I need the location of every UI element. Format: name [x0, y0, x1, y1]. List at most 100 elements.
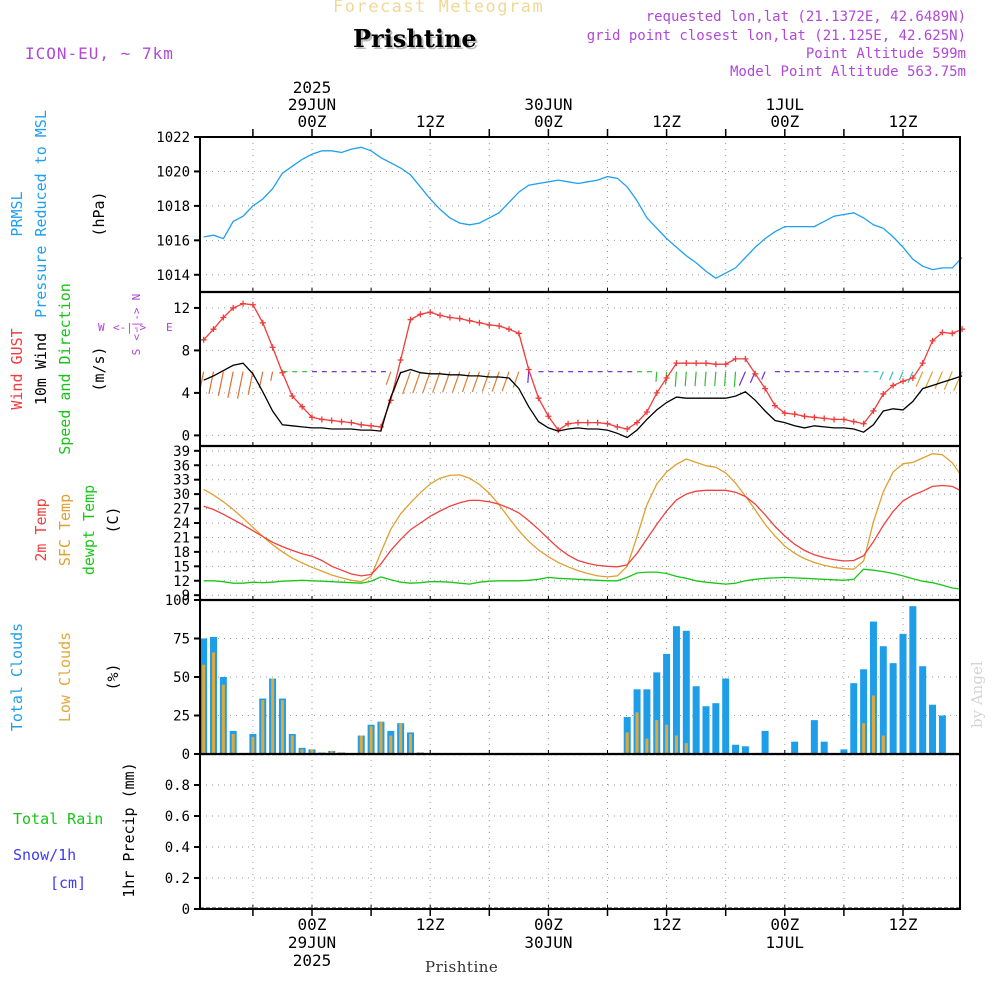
requested-coordinates: requested lon,lat (21.1372E, 42.6489N) [645, 9, 966, 25]
y-tick-label: 9 [182, 588, 190, 604]
gust-marker [240, 300, 247, 307]
top-hour-label: 00Z [298, 112, 327, 131]
total-clouds-bar [672, 626, 680, 754]
wind-direction-arrow [385, 371, 392, 385]
low-clouds-bar [369, 726, 373, 754]
total-clouds-bar [791, 741, 799, 754]
gust-marker [397, 356, 404, 363]
top-date-label: 1JUL [766, 95, 805, 114]
gust-marker [801, 413, 808, 420]
low-clouds-bar [231, 733, 235, 754]
gust-marker [417, 311, 424, 318]
gust-marker [368, 422, 375, 429]
gust-marker [358, 421, 365, 428]
total-clouds-bar [860, 669, 868, 754]
gust-marker [348, 419, 355, 426]
low-clouds-bar [221, 684, 225, 754]
gust-marker [446, 314, 453, 321]
gust-marker [821, 415, 828, 422]
wind-direction-arrow [761, 371, 766, 380]
y-tick-label: 0.8 [165, 778, 190, 794]
y-tick-label: 1014 [156, 268, 190, 284]
low-clouds-bar [330, 750, 334, 754]
gust-marker [269, 344, 276, 351]
wind-direction-arrow [879, 371, 884, 380]
gust-marker [752, 370, 759, 377]
y-tick-label: 24 [173, 516, 190, 532]
pressure-label: PRMSL [8, 191, 26, 236]
total-clouds-bar [761, 730, 769, 754]
low-clouds-bar [271, 678, 275, 754]
wind-direction-arrow [217, 371, 224, 397]
wind-direction-arrow [208, 371, 215, 395]
low-clouds-bar [280, 700, 284, 754]
gust-marker [259, 319, 266, 326]
temperature-line [203, 568, 961, 594]
gust-marker [496, 322, 503, 329]
wind-direction-arrow [258, 371, 264, 389]
temperature-line [203, 484, 961, 577]
y-tick-label: 1020 [156, 164, 190, 180]
temp-label: 2m Temp [32, 498, 50, 561]
bottom-hour-label: 00Z [534, 915, 563, 934]
gust-marker [673, 360, 680, 367]
bottom-hour-label: 12Z [652, 915, 681, 934]
model-point-altitude: Model Point Altitude 563.75m [729, 64, 966, 80]
bottom-hour-label: 00Z [770, 915, 799, 934]
low-clouds-bar [310, 749, 314, 754]
gust-marker [929, 337, 936, 344]
y-tick-label: 33 [173, 473, 190, 489]
gust-marker [486, 321, 493, 328]
precip-unit: 1hr Precip (mm) [120, 762, 138, 897]
total-clouds-bar [869, 621, 877, 754]
total-clouds-bar [919, 666, 927, 754]
model-label: ICON-EU, ~ 7km [25, 44, 174, 63]
low-clouds-bar [665, 724, 669, 754]
gust-marker [279, 369, 286, 376]
gust-marker [703, 360, 709, 367]
gust-marker [712, 361, 719, 368]
gust-marker [574, 419, 581, 426]
temperature-line [203, 453, 961, 583]
low-clouds-bar [674, 735, 678, 754]
wind-unit: (m/s) [90, 346, 108, 391]
footer-place: Prishtine [425, 958, 499, 976]
low-clouds-label: Low Clouds [56, 632, 74, 722]
total-clouds-bar [879, 646, 887, 754]
y-tick-label: 0.4 [165, 840, 190, 856]
gust-marker [949, 330, 956, 337]
low-clouds-bar [389, 735, 393, 754]
total-clouds-bar [663, 653, 671, 754]
total-clouds-bar [741, 746, 749, 754]
total-clouds-bar [810, 720, 818, 754]
gust-marker [506, 326, 512, 333]
gust-marker [742, 355, 749, 362]
gust-marker [663, 375, 670, 382]
gust-marker [318, 416, 325, 423]
total-clouds-bar [929, 704, 937, 754]
total-clouds-bar [692, 686, 700, 754]
gust-marker [525, 366, 532, 373]
gust-marker [565, 420, 572, 427]
low-clouds-bar [359, 735, 363, 754]
low-clouds-bar [261, 700, 265, 754]
y-tick-label: 1022 [156, 130, 190, 146]
gust-marker [535, 395, 542, 402]
compass-arrow-horizontal: <-|-> [113, 321, 146, 334]
low-clouds-bar [409, 733, 412, 754]
compass-east: E [166, 321, 173, 334]
total-clouds-bar [682, 630, 690, 754]
wind-speed-line [203, 362, 963, 439]
total-clouds-bar [722, 678, 730, 754]
wind-direction-arrow [898, 371, 904, 381]
wind-direction-label: Speed and Direction [56, 283, 74, 455]
clouds-unit: (%) [104, 663, 122, 690]
top-hour-label: 00Z [770, 112, 799, 131]
wind-direction-arrow [684, 371, 687, 387]
wind-direction-arrow [733, 371, 737, 388]
wind-direction-arrow [422, 371, 431, 393]
gust-marker [210, 326, 217, 333]
gust-marker [289, 393, 296, 400]
wind-direction-arrow [888, 371, 894, 381]
